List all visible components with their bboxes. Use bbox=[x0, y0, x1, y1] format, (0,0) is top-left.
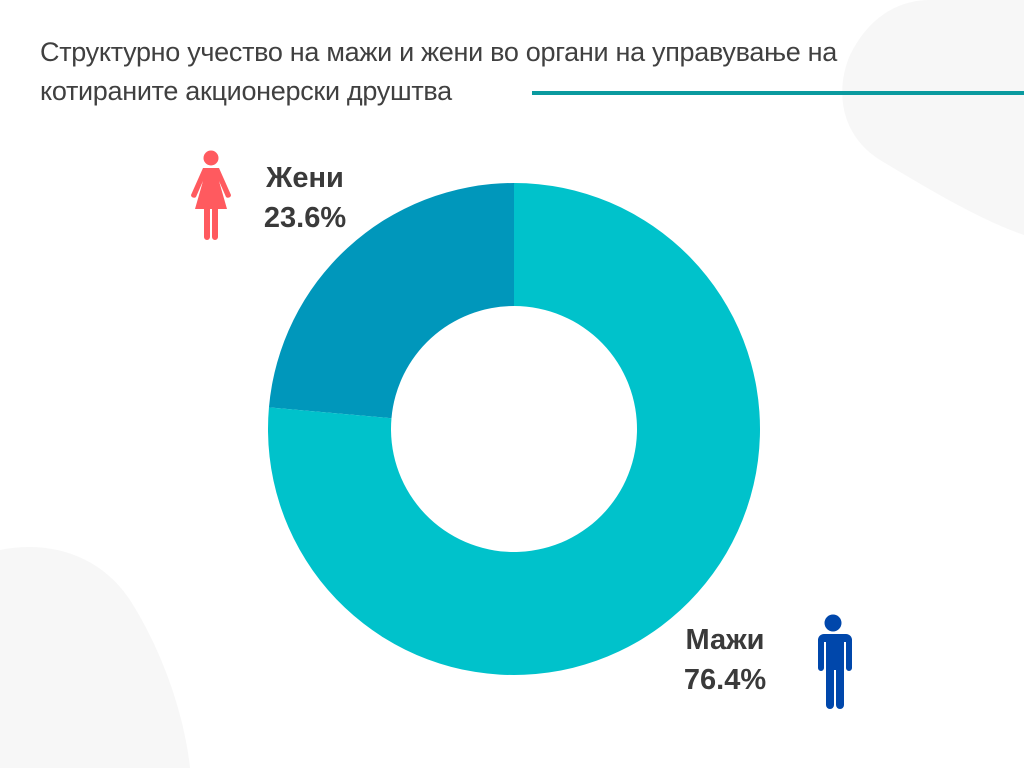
chart-title: Структурно учество на мажи и жени во орг… bbox=[40, 37, 837, 106]
donut-slice-men bbox=[268, 183, 760, 675]
male-person-icon bbox=[818, 614, 852, 709]
label-women: Жени 23.6% bbox=[250, 158, 360, 238]
label-women-value: 23.6% bbox=[263, 202, 347, 234]
decorative-blob-bottom-left bbox=[0, 547, 190, 768]
female-person-icon bbox=[191, 150, 231, 240]
title-underline bbox=[532, 91, 1024, 95]
label-men-value: 76.4% bbox=[683, 664, 767, 696]
label-women-name: Жени bbox=[266, 162, 344, 194]
label-men-name: Мажи bbox=[685, 624, 765, 656]
decorative-blob-top-right bbox=[842, 0, 1024, 235]
label-men: Мажи 76.4% bbox=[670, 620, 780, 700]
donut-slice-women bbox=[268, 183, 514, 419]
